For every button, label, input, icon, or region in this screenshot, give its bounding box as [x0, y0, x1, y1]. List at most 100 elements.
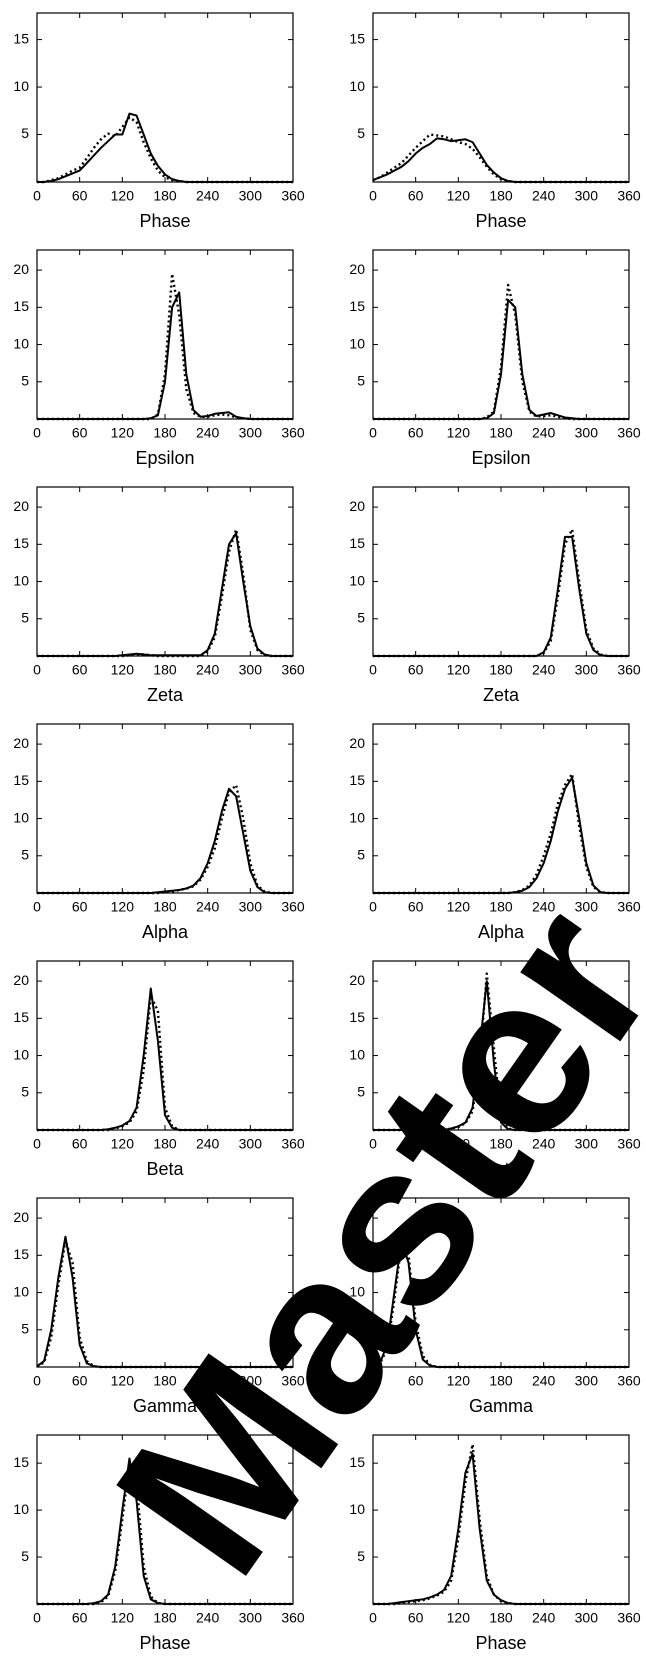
x-tick-label: 300	[575, 188, 599, 204]
y-tick-label: 5	[357, 1548, 365, 1564]
y-tick-label: 5	[21, 846, 29, 862]
x-tick-label: 300	[575, 1136, 599, 1152]
x-tick-label: 240	[196, 425, 220, 441]
x-tick-label: 300	[239, 1610, 263, 1626]
y-tick-label: 20	[13, 261, 29, 277]
x-tick-label: 180	[153, 188, 177, 204]
series-line	[373, 980, 629, 1131]
y-tick-label: 10	[13, 335, 29, 351]
x-tick-label: 180	[489, 662, 513, 678]
series-line	[37, 112, 293, 183]
y-tick-label: 5	[21, 1548, 29, 1564]
series-line	[373, 1452, 629, 1605]
x-tick-label: 0	[369, 662, 377, 678]
y-tick-label: 5	[357, 125, 365, 141]
x-tick-label: 240	[532, 1610, 556, 1626]
x-tick-label: 0	[33, 1136, 41, 1152]
series-line	[36, 1239, 293, 1369]
x-tick-label: 360	[281, 1373, 305, 1389]
y-tick-label: 10	[13, 572, 29, 588]
series-line	[373, 528, 629, 658]
x-tick-label: 360	[617, 1136, 641, 1152]
series-line	[37, 272, 293, 421]
series-line	[372, 1242, 629, 1369]
series-line	[373, 283, 629, 421]
panel: 0 60 120 180 240 300 360 5 10 15 Phase	[349, 12, 641, 231]
x-axis-label: Phase	[139, 1633, 190, 1653]
x-tick-label: 120	[447, 1136, 471, 1152]
y-tick-label: 10	[13, 78, 29, 94]
x-axis-label: Phase	[139, 211, 190, 231]
x-tick-label: 180	[153, 425, 177, 441]
y-tick-label: 5	[357, 1083, 365, 1099]
y-tick-label: 15	[13, 298, 29, 314]
y-tick-label: 5	[21, 1083, 29, 1099]
x-tick-label: 240	[532, 1373, 556, 1389]
x-tick-label: 60	[408, 425, 424, 441]
x-tick-label: 240	[532, 188, 556, 204]
panel: 0 60 120 180 240 300 360 5 10 15 20 Epsilon	[349, 249, 641, 468]
y-tick-label: 5	[21, 372, 29, 388]
x-tick-label: 0	[369, 1610, 377, 1626]
x-tick-label: 360	[617, 188, 641, 204]
x-tick-label: 300	[575, 1373, 599, 1389]
panel: 0 60 120 180 240 300 360 5 10 15 20 Zeta	[13, 486, 305, 705]
y-tick-label: 20	[13, 972, 29, 988]
x-tick-label: 60	[408, 899, 424, 915]
y-tick-label: 10	[349, 1046, 365, 1062]
y-tick-label: 10	[349, 572, 365, 588]
y-tick-label: 15	[349, 30, 365, 46]
x-tick-label: 360	[281, 188, 305, 204]
x-tick-label: 300	[575, 425, 599, 441]
y-tick-label: 10	[13, 1283, 29, 1299]
x-axis-label: Zeta	[483, 685, 520, 705]
x-tick-label: 300	[575, 1610, 599, 1626]
panel: 0 60 120 180 240 300 360 5 10 15 20 Epsilon	[13, 249, 305, 468]
x-tick-label: 240	[532, 662, 556, 678]
x-tick-label: 120	[111, 1373, 135, 1389]
x-tick-label: 120	[447, 899, 471, 915]
x-tick-label: 360	[617, 1373, 641, 1389]
y-tick-label: 15	[349, 535, 365, 551]
x-axis-label: Alpha	[142, 922, 189, 942]
x-tick-label: 60	[408, 1136, 424, 1152]
x-tick-label: 0	[33, 425, 41, 441]
panel: 0 60 120 180 240 300 360 5 10 15 Phase	[349, 1434, 641, 1653]
x-axis-label: Phase	[475, 211, 526, 231]
y-tick-label: 10	[349, 809, 365, 825]
x-axis-label: Epsilon	[135, 448, 194, 468]
series-line	[373, 776, 629, 894]
x-axis-label: Zeta	[147, 685, 184, 705]
y-tick-label: 15	[349, 1009, 365, 1025]
x-tick-label: 0	[33, 899, 41, 915]
x-axis-label: Epsilon	[471, 448, 530, 468]
y-tick-label: 20	[349, 498, 365, 514]
x-tick-label: 0	[369, 425, 377, 441]
x-tick-label: 360	[617, 425, 641, 441]
x-axis-label: Beta	[482, 1159, 520, 1179]
x-tick-label: 360	[617, 1610, 641, 1626]
x-tick-label: 360	[617, 662, 641, 678]
panel: 0 60 120 180 240 300 360 5 10 15 20 Zeta	[349, 486, 641, 705]
y-tick-label: 5	[21, 609, 29, 625]
x-tick-label: 60	[72, 1610, 88, 1626]
x-tick-label: 300	[239, 662, 263, 678]
y-tick-label: 20	[349, 261, 365, 277]
x-tick-label: 180	[153, 662, 177, 678]
x-axis-label: Gamma	[469, 1396, 534, 1416]
x-tick-label: 0	[369, 1136, 377, 1152]
x-tick-label: 240	[196, 899, 220, 915]
y-tick-label: 15	[349, 298, 365, 314]
y-tick-label: 15	[13, 772, 29, 788]
y-tick-label: 10	[349, 1283, 365, 1299]
plot-frame	[372, 486, 630, 657]
series-line	[372, 137, 629, 183]
x-tick-label: 180	[489, 1610, 513, 1626]
series-line	[37, 1461, 293, 1606]
plot-frame	[36, 723, 294, 894]
x-tick-label: 60	[408, 188, 424, 204]
x-tick-label: 180	[489, 425, 513, 441]
x-tick-label: 120	[447, 662, 471, 678]
x-tick-label: 360	[281, 899, 305, 915]
